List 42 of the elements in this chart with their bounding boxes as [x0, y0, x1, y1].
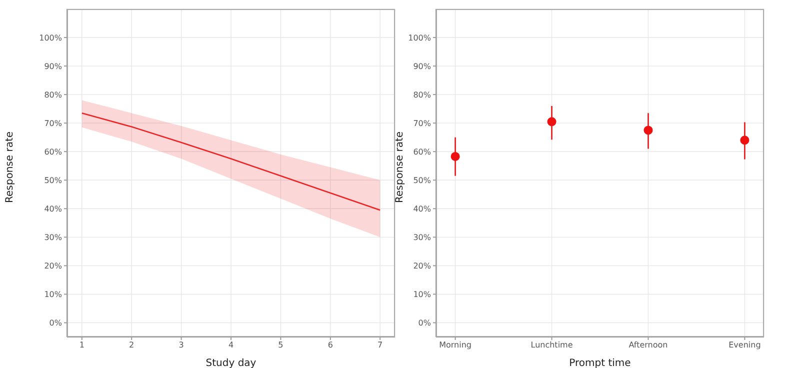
y-tick-label: 60% [413, 147, 432, 156]
y-tick-label: 30% [413, 233, 432, 242]
x-tick-label: 1 [79, 340, 84, 350]
x-tick-label: 6 [328, 340, 333, 350]
point [450, 152, 460, 161]
y-tick-label: 30% [44, 233, 62, 242]
x-tick-label: Lunchtime [530, 340, 573, 350]
y-tick-label: 10% [44, 290, 62, 300]
point [740, 136, 750, 145]
x-axis-title: Study day [206, 358, 256, 368]
x-tick-label: 3 [178, 340, 184, 350]
y-tick-label: 70% [413, 118, 432, 128]
y-tick-label: 90% [44, 62, 62, 71]
y-tick-label: 90% [413, 62, 432, 71]
x-tick-label: 5 [278, 340, 284, 350]
y-tick-label: 80% [44, 90, 62, 100]
y-tick-label: 0% [49, 318, 62, 328]
x-tick-label: Evening [728, 340, 761, 350]
y-axis-title: Response rate [394, 131, 406, 203]
x-tick-label: 4 [228, 340, 234, 350]
line-series [81, 112, 381, 211]
y-tick-label: 20% [44, 262, 62, 271]
y-tick-label: 50% [413, 176, 432, 185]
y-tick-label: 100% [408, 33, 432, 42]
y-axis-title: Response rate [4, 131, 16, 203]
y-tick-label: 40% [413, 204, 432, 214]
y-tick-label: 100% [39, 33, 62, 42]
x-tick-label: 2 [129, 340, 134, 350]
y-tick-label: 80% [413, 90, 432, 100]
y-tick-label: 20% [413, 262, 432, 271]
x-axis-title: Prompt time [569, 358, 631, 368]
x-tick-label: 7 [378, 340, 383, 350]
point [547, 117, 556, 126]
x-tick-label: Afternoon [628, 340, 668, 350]
y-tick-label: 10% [413, 290, 432, 300]
y-tick-label: 40% [44, 204, 62, 214]
y-tick-label: 50% [44, 176, 62, 185]
point [644, 126, 653, 135]
y-tick-label: 0% [418, 318, 432, 328]
x-tick-label: Morning [439, 340, 472, 350]
y-tick-label: 70% [44, 118, 62, 128]
y-tick-label: 60% [44, 147, 62, 156]
